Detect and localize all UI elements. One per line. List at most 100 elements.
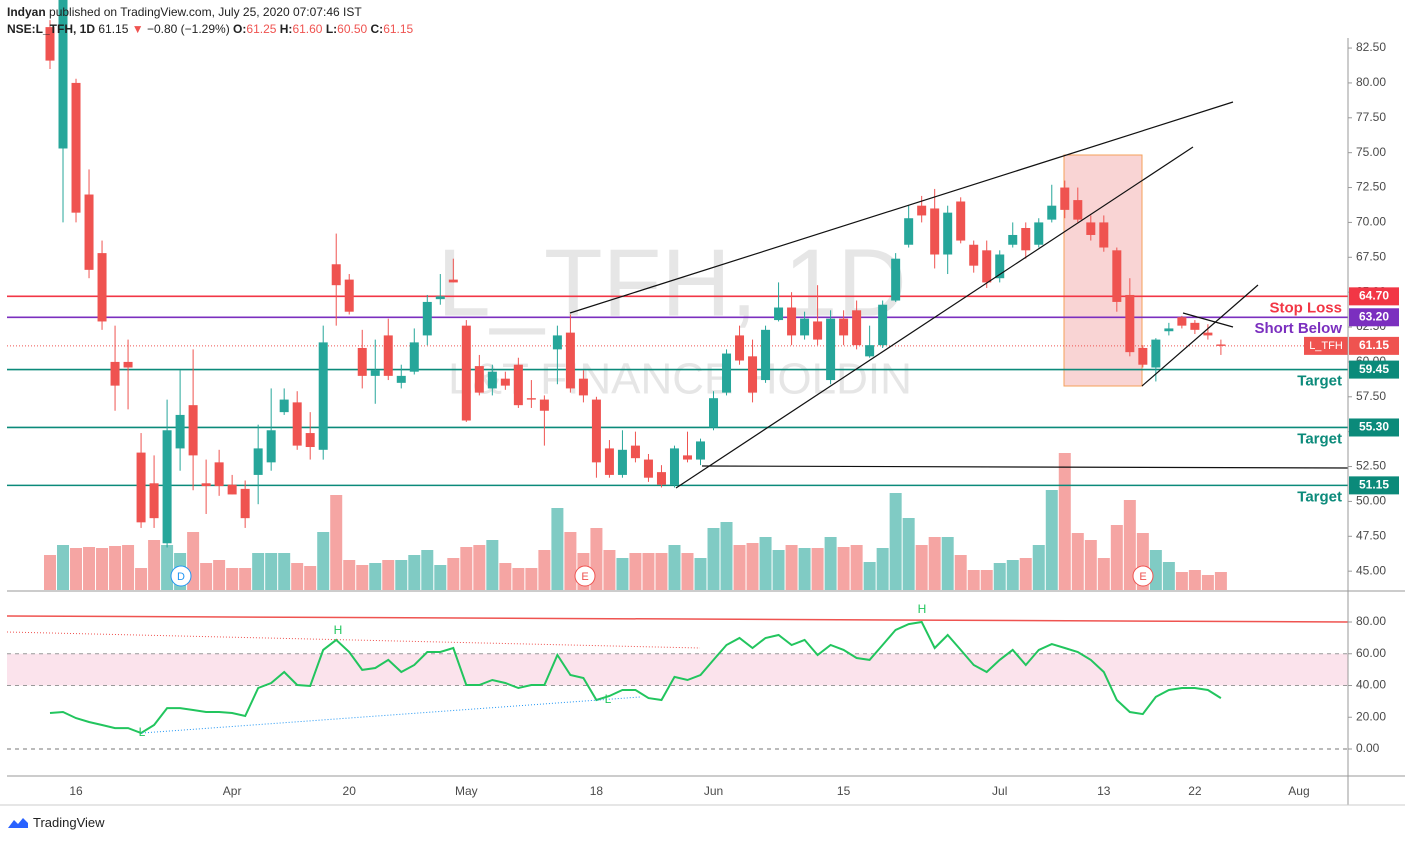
author: Indyan <box>7 5 46 19</box>
volume-bar <box>980 570 993 590</box>
last-price-label-box <box>1349 336 1399 355</box>
candle-body <box>1073 200 1083 220</box>
volume-bar <box>356 565 369 590</box>
event-marker[interactable] <box>1132 565 1154 587</box>
volume-bar <box>434 565 447 590</box>
candle-body <box>826 318 836 381</box>
o: 61.25 <box>246 22 277 36</box>
candle-body <box>279 399 289 413</box>
volume-bar <box>1045 490 1058 590</box>
y-tick-label: 75.00 <box>1356 145 1386 159</box>
y-tick-label: 52.50 <box>1356 459 1386 473</box>
volume-bar <box>603 550 616 590</box>
volume-bar <box>694 558 707 590</box>
x-tick-label: Aug <box>1288 784 1309 798</box>
volume-bar <box>746 543 759 590</box>
rsi-annotation: L <box>605 692 612 706</box>
level-label: 55.30 <box>1359 420 1389 434</box>
volume-bar <box>1006 560 1019 590</box>
volume-bar <box>70 548 83 590</box>
volume-bar <box>655 553 668 590</box>
volume-bar <box>473 545 486 590</box>
volume-bar <box>824 537 837 590</box>
volume-bar <box>369 563 382 590</box>
volume-bar <box>239 568 252 590</box>
candle-body <box>917 205 927 216</box>
l: 60.50 <box>337 22 368 36</box>
candle-body <box>97 253 107 322</box>
candle-body <box>852 310 862 346</box>
x-tick-label: Jun <box>704 784 723 798</box>
volume-bar <box>642 553 655 590</box>
candle-body <box>1008 234 1018 245</box>
y-tick-label: 82.50 <box>1356 40 1386 54</box>
candle-body <box>891 258 901 301</box>
last-price-tag: L_TFH <box>1309 340 1343 352</box>
price: 61.15 <box>98 22 129 36</box>
volume-bar <box>161 545 174 590</box>
volume-bar <box>811 548 824 590</box>
y-tick-label: 45.00 <box>1356 563 1386 577</box>
event-label: E <box>581 571 588 583</box>
volume-bar <box>837 547 850 590</box>
rsi-annotation: L <box>139 725 146 739</box>
volume-bar <box>551 508 564 590</box>
candle-body <box>58 0 68 149</box>
volume-bar <box>1214 572 1227 590</box>
x-tick-label: 15 <box>837 784 851 798</box>
event-marker[interactable] <box>574 565 596 587</box>
change: −0.80 (−1.29%) <box>146 22 230 36</box>
volume-bar <box>486 540 499 590</box>
level-label-box <box>1349 308 1399 327</box>
rsi-trendline <box>6 615 1349 623</box>
volume-bar <box>1019 558 1032 590</box>
event-marker[interactable] <box>170 565 192 587</box>
volume-bar <box>252 553 265 590</box>
symbol: NSE:L_TFH, 1D <box>7 22 96 36</box>
candle-body <box>1034 222 1044 245</box>
level-annotation: Stop Loss <box>1269 299 1342 316</box>
rsi-trendline <box>141 696 641 734</box>
candle-body <box>943 212 953 255</box>
x-tick-label: Jul <box>992 784 1007 798</box>
footer[interactable]: TradingView <box>7 815 105 830</box>
candle-body <box>175 414 185 449</box>
volume-bar <box>460 547 473 590</box>
trendlines <box>569 101 1349 489</box>
marks: 82.5080.0077.5075.0072.5070.0067.5065.00… <box>7 0 1399 798</box>
x-tick-label: May <box>455 784 478 798</box>
logo <box>8 817 28 828</box>
c: 61.15 <box>383 22 414 36</box>
volume-bar <box>928 537 941 590</box>
candle-body <box>1099 222 1109 248</box>
level-annotation: Target <box>1297 430 1342 447</box>
volume-bar <box>96 548 109 590</box>
candle-body <box>344 279 354 312</box>
volume-bar <box>512 568 525 590</box>
volume-bar <box>1149 550 1162 590</box>
volume-bar <box>1188 570 1201 590</box>
volume-bar <box>538 550 551 590</box>
candle-body <box>904 218 914 245</box>
volume-bar <box>1097 558 1110 590</box>
volume-bar <box>122 545 135 590</box>
publish-line: Indyan published on TradingView.com, Jul… <box>7 5 362 19</box>
volume-bar <box>447 558 460 590</box>
candle-body <box>839 318 849 336</box>
volume-bar <box>57 545 70 590</box>
candle-body <box>591 399 601 463</box>
candle-body <box>630 445 640 459</box>
candle-body <box>227 484 237 495</box>
volume-bar <box>1084 540 1097 590</box>
l-key: L: <box>325 22 338 36</box>
candle-body <box>331 264 341 286</box>
candle-body <box>370 370 380 376</box>
candle-body <box>123 361 133 368</box>
candle-body <box>448 279 458 283</box>
volume-bar <box>954 555 967 590</box>
rsi-line <box>49 620 1222 735</box>
volume-bar <box>564 532 577 590</box>
candle-body <box>722 353 732 393</box>
candle-body <box>253 448 263 475</box>
candle-body <box>84 194 94 270</box>
